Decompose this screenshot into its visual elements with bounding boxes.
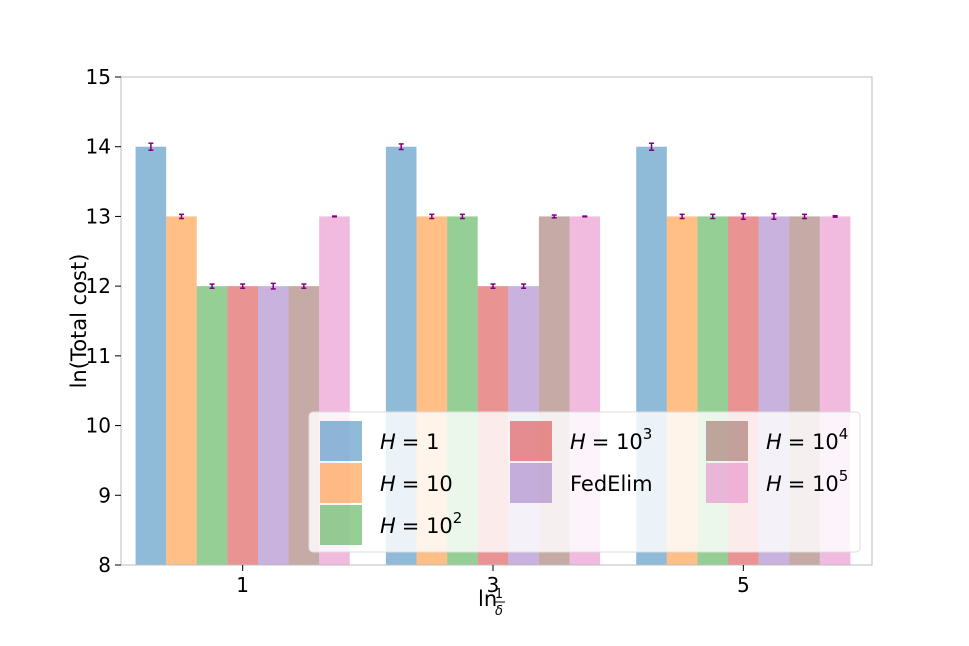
error-bar: [331, 215, 337, 218]
x-axis-label-denominator: δ: [495, 604, 503, 619]
y-tick-label: 8: [98, 553, 111, 577]
x-axis-label: ln 1 δ: [478, 587, 505, 619]
legend-label: H = 10: [380, 472, 453, 496]
error-bar: [521, 283, 527, 289]
legend-swatch: [320, 421, 362, 461]
x-tick-label: 1: [236, 573, 249, 597]
y-tick-label: 10: [86, 414, 111, 438]
bar: [166, 216, 197, 565]
legend-label: H = 102: [380, 509, 462, 538]
error-bar: [429, 213, 435, 220]
error-bar: [178, 213, 184, 220]
x-axis-label-numerator: 1: [495, 587, 503, 602]
legend-label: H = 103: [570, 425, 652, 454]
legend-item: FedElim: [510, 463, 653, 503]
y-tick-label: 9: [98, 483, 111, 507]
bar: [257, 286, 289, 565]
y-axis: 8 9 10 11 12 13 14 15: [86, 65, 121, 577]
x-axis: 1 3 5: [236, 565, 750, 597]
y-axis-label: ln(Total cost): [67, 254, 91, 389]
error-bar: [270, 282, 276, 290]
y-tick-label: 14: [86, 135, 111, 159]
y-tick-label: 13: [86, 204, 111, 228]
error-bar: [710, 213, 716, 220]
error-bar: [459, 213, 465, 220]
error-bar: [301, 283, 307, 289]
legend-swatch: [510, 421, 552, 461]
x-axis-label-ln: ln: [478, 587, 497, 611]
legend-swatch: [706, 463, 748, 503]
error-bar: [649, 142, 655, 151]
error-bar: [771, 212, 777, 220]
legend-item: H = 104: [706, 421, 848, 461]
error-bar: [209, 283, 215, 289]
bar: [196, 286, 228, 565]
bar: [227, 286, 258, 565]
bar: [135, 146, 167, 565]
legend-label: H = 1: [380, 430, 439, 454]
legend-label: H = 105: [766, 467, 848, 496]
legend-item: H = 10: [320, 463, 453, 503]
legend-swatch: [510, 463, 552, 503]
error-bar: [240, 283, 246, 289]
error-bar: [679, 213, 685, 220]
legend-swatch: [320, 505, 362, 545]
x-tick-label: 5: [737, 573, 750, 597]
legend: H = 1 H = 10 H = 102 H = 103 FedElim H = 104 H = 105: [308, 411, 861, 553]
y-tick-label: 15: [86, 65, 111, 89]
x-tick-label: 3: [487, 573, 500, 597]
error-bar: [582, 215, 588, 218]
legend-swatch: [706, 421, 748, 461]
error-bar: [802, 213, 808, 220]
legend-item: H = 102: [320, 505, 462, 545]
plot-frame: [120, 76, 873, 566]
errorbars-layer: [148, 142, 838, 290]
error-bar: [148, 142, 154, 151]
y-tick-label: 12: [86, 274, 111, 298]
legend-swatch: [320, 463, 362, 503]
error-bar: [490, 283, 496, 289]
error-bar: [740, 212, 746, 220]
error-bar: [832, 214, 838, 218]
legend-item: H = 1: [320, 421, 439, 461]
y-tick-label: 11: [86, 344, 111, 368]
legend-label: H = 104: [766, 425, 848, 454]
error-bar: [551, 214, 557, 219]
error-bar: [398, 143, 404, 151]
legend-label: FedElim: [570, 472, 653, 496]
legend-item: H = 103: [510, 421, 652, 461]
legend-item: H = 105: [706, 463, 848, 503]
